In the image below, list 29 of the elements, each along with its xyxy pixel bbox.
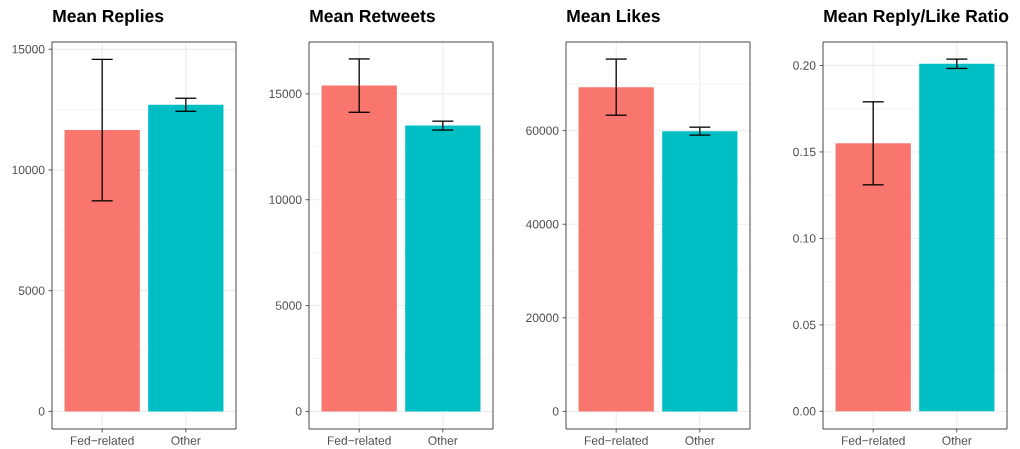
y-tick-label: 20000	[526, 313, 559, 323]
chart-title: Mean Retweets	[310, 9, 435, 23]
y-tick-label: 15000	[269, 89, 302, 99]
chart-title: Mean Reply/Like Ratio	[824, 9, 1009, 26]
y-tick-label: 0.10	[793, 234, 816, 243]
x-tick-label: Fed−related	[841, 436, 905, 445]
y-tick-label: 0.15	[793, 147, 816, 157]
x-tick-label: Fed−related	[327, 436, 391, 445]
y-tick-label: 0	[295, 407, 302, 416]
x-tick-label: Other	[171, 436, 201, 445]
y-tick-label: 60000	[526, 126, 559, 135]
chart-title: Mean Likes	[567, 9, 660, 23]
y-tick-label: 15000	[12, 44, 45, 54]
y-tick-label: 40000	[525, 220, 559, 229]
y-tick-label: 0.05	[793, 320, 816, 330]
y-tick-label: 0.20	[793, 61, 816, 70]
y-tick-label: 5000	[275, 301, 302, 310]
y-tick-label: 0	[552, 407, 559, 416]
chart-title: Mean Replies	[53, 9, 164, 26]
y-tick-label: 10000	[269, 195, 302, 204]
x-tick-label: Other	[428, 436, 458, 445]
y-tick-label: 5000	[18, 286, 45, 295]
y-tick-label: 0.00	[793, 407, 816, 416]
x-tick-label: Fed−related	[70, 436, 134, 445]
x-tick-label: Other	[942, 436, 972, 445]
x-tick-label: Other	[685, 436, 715, 445]
x-tick-label: Fed−related	[584, 436, 648, 445]
y-tick-label: 10000	[12, 165, 45, 175]
y-tick-label: 0	[38, 407, 45, 416]
